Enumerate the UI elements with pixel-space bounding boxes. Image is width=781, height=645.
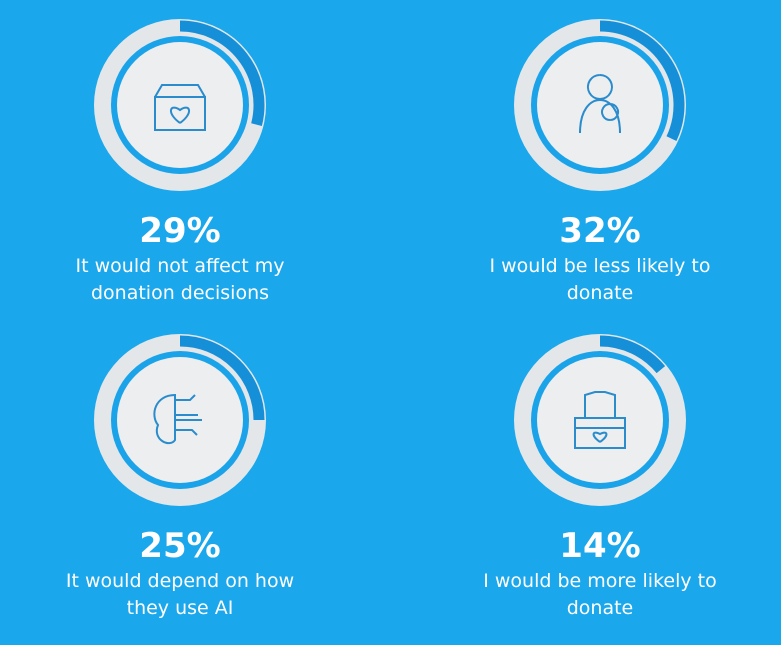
inner-disc [117, 42, 243, 168]
inner-disc [537, 42, 663, 168]
ring-arc [599, 335, 666, 374]
value-label: 32% [559, 211, 641, 251]
icon [579, 74, 621, 134]
icon [154, 84, 206, 131]
icon [153, 393, 202, 445]
ring-arc [599, 20, 685, 141]
inner-disc [537, 357, 663, 483]
value-label: 29% [139, 211, 221, 251]
category-label: It would depend on how they use AI [65, 570, 295, 619]
category-label: I would be less likely to donate [489, 255, 711, 304]
ring-arc [179, 20, 265, 127]
ring-arc [179, 335, 265, 421]
category-label: It would not affect my donation decision… [75, 255, 285, 304]
value-label: 14% [559, 526, 641, 566]
icon [574, 391, 626, 449]
value-label: 25% [139, 526, 221, 566]
category-label: I would be more likely to donate [483, 570, 717, 619]
